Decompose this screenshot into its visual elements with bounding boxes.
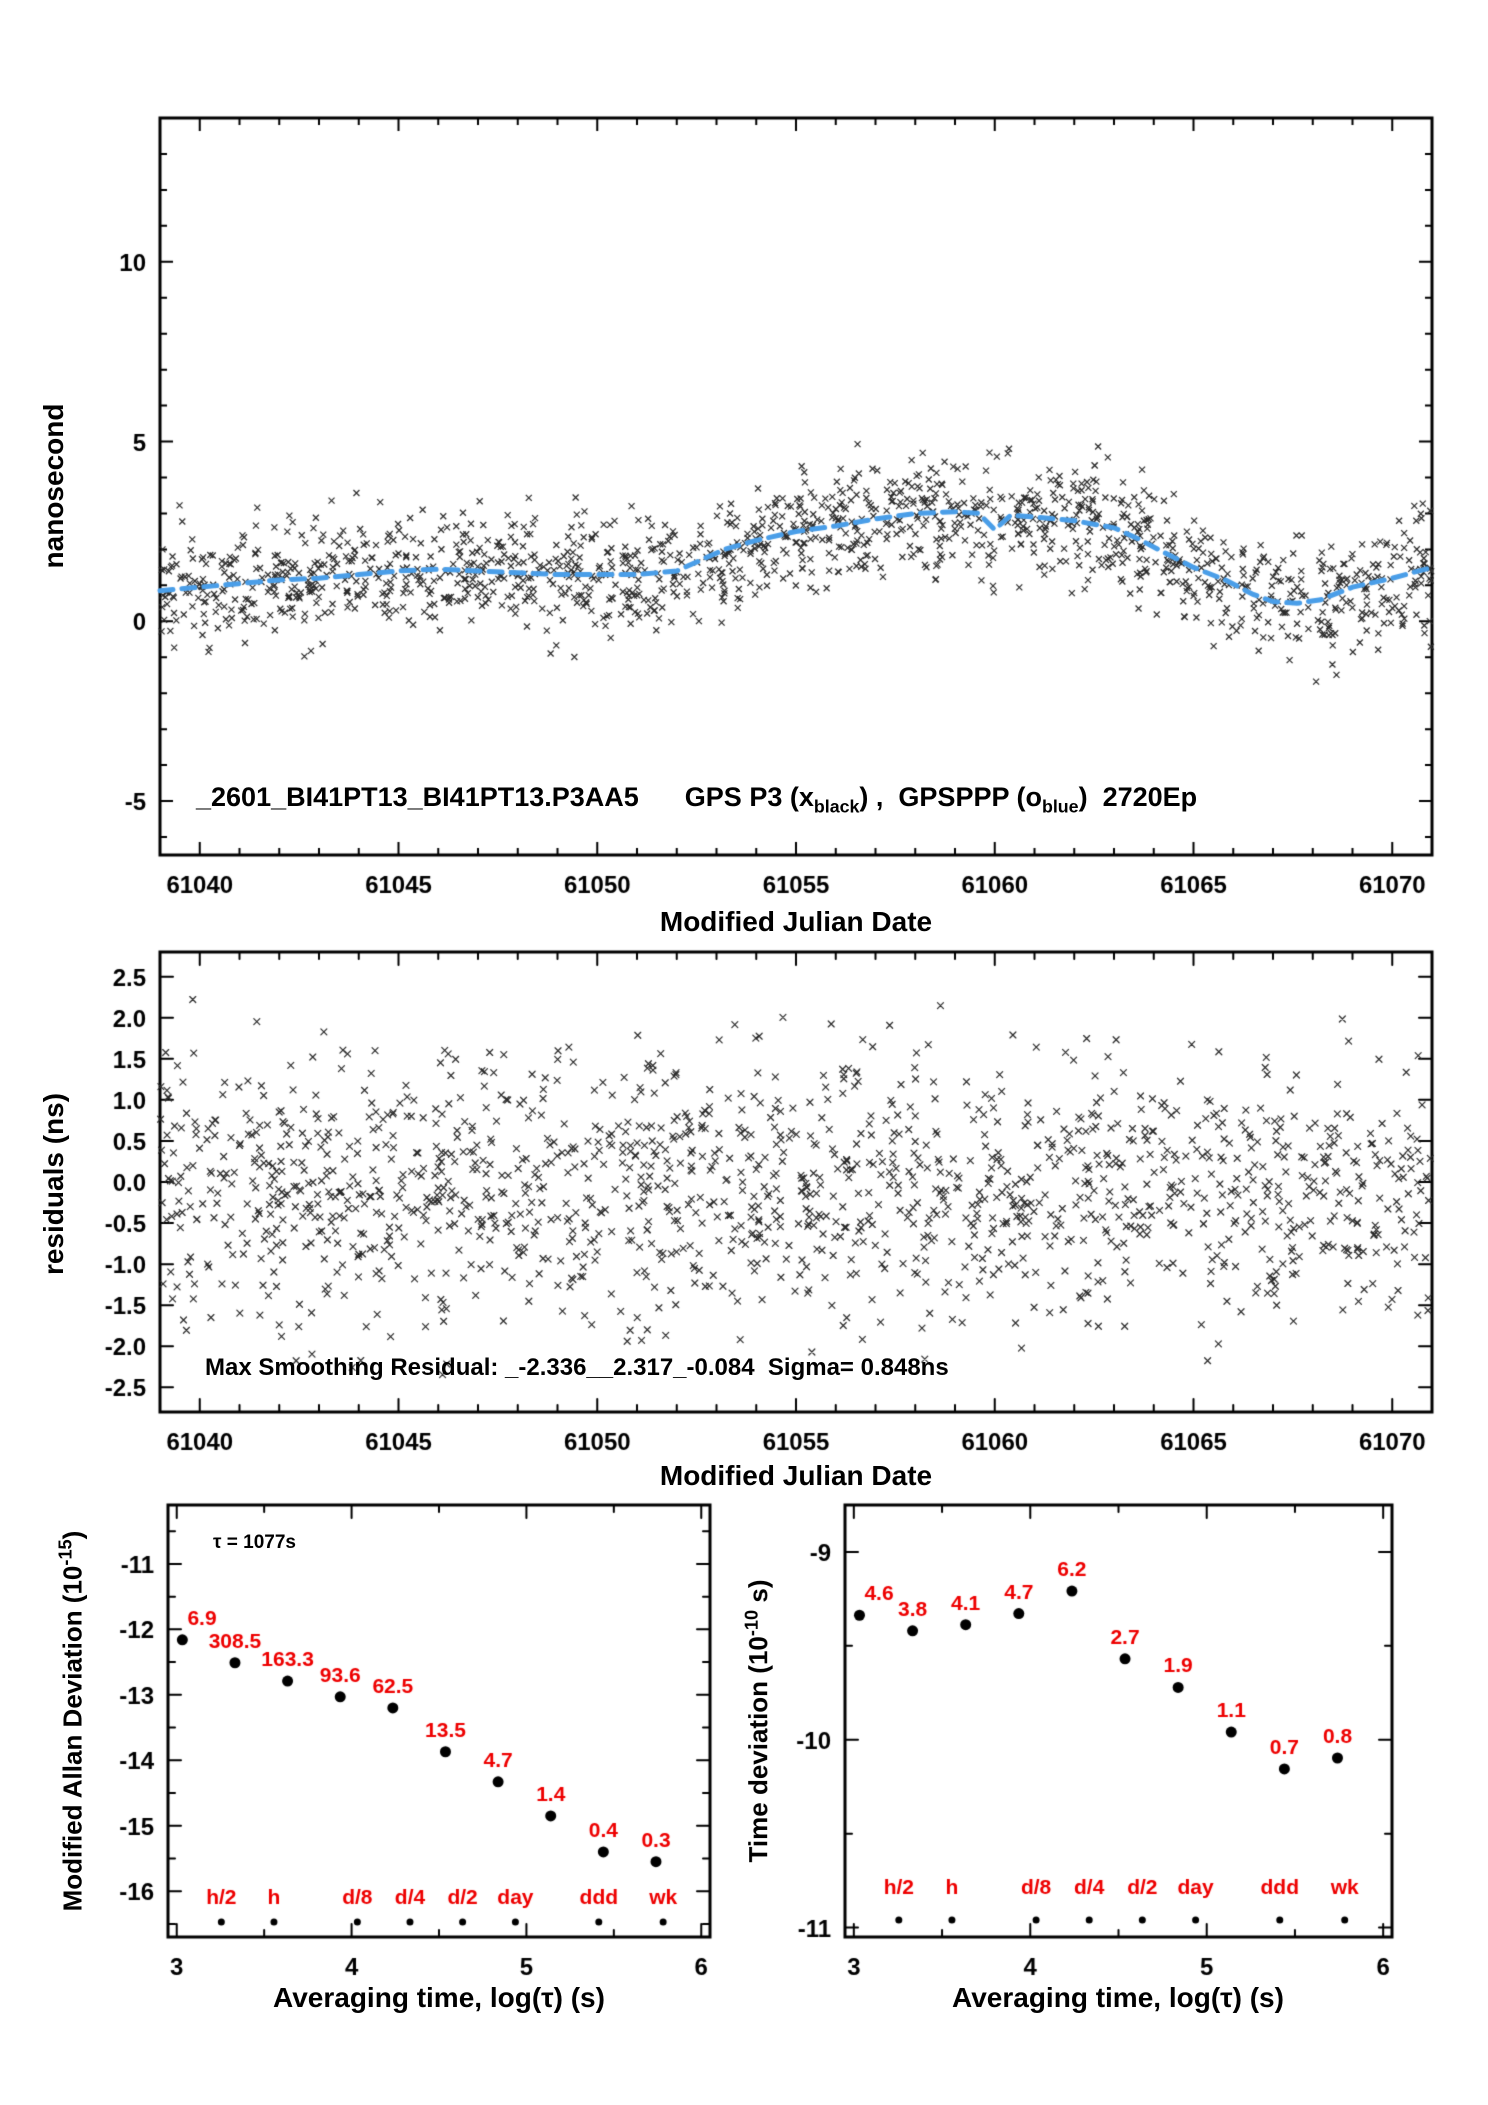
series2-label: ) , GPSPPP (o [859, 782, 1042, 812]
residual-stats-note: Max Smoothing Residual: _-2.336__2.317_-… [205, 1354, 949, 1381]
panel1-legend: _2601_BI41PT13_BI41PT13.P3AA5 GPS P3 (xbl… [196, 782, 1197, 817]
dataset-id: _2601_BI41PT13_BI41PT13.P3AA5 [196, 782, 639, 812]
panel3-y-axis-title: Modified Allan Deviation (10-15) [55, 1530, 88, 1912]
panel2-x-axis-title: Modified Julian Date [659, 1460, 933, 1491]
panel4-x-axis-title: Averaging time, log(τ) (s) [952, 1982, 1284, 2013]
panel3-x-axis-title: Averaging time, log(τ) (s) [273, 1982, 605, 2013]
panel1-x-axis-title: Modified Julian Date [659, 906, 933, 937]
panel2-y-axis-title: residuals (ns) [38, 1092, 69, 1276]
tau-annotation: τ = 1077s [213, 1532, 296, 1553]
panel1-y-axis-title: nanosecond [38, 403, 69, 569]
epoch-count-label: ) 2720Ep [1078, 782, 1198, 812]
series1-label: GPS P3 (x [684, 782, 814, 812]
series1-color-sub: black [813, 796, 860, 817]
panel4-y-axis-title: Time deviation (10-10 s) [741, 1579, 774, 1863]
series2-color-sub: blue [1041, 796, 1079, 817]
